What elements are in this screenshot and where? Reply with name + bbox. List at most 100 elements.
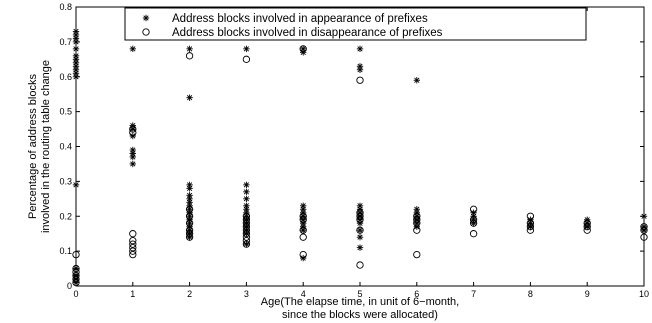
disappearance-point — [72, 250, 80, 259]
appearance-point — [356, 244, 364, 251]
x-tick-label: 8 — [528, 289, 533, 299]
disappearance-point — [242, 212, 251, 220]
appearance-point — [129, 153, 136, 161]
x-axis-label-line-2: since the blocks were allocated) — [282, 309, 438, 321]
disappearance-point — [299, 226, 307, 234]
disappearance-point — [242, 223, 251, 231]
appearance-point — [356, 45, 364, 53]
appearance-point — [356, 233, 364, 241]
disappearance-point — [469, 230, 478, 238]
y-tick-label: 0.5 — [59, 107, 72, 117]
appearance-point — [72, 45, 80, 53]
disappearance-point — [129, 128, 137, 137]
y-tick-label: 0.8 — [59, 2, 72, 12]
y-tick-label: 0.3 — [59, 176, 72, 186]
disappearance-point — [356, 212, 364, 220]
disappearance-point — [413, 216, 421, 224]
disappearance-point — [242, 216, 251, 224]
y-tick-label: 0.7 — [59, 37, 72, 47]
disappearance-point — [129, 240, 137, 248]
disappearance-point — [185, 52, 194, 60]
appearance-point — [243, 195, 250, 203]
disappearance-point — [469, 205, 478, 213]
disappearance-point — [413, 250, 421, 259]
appearance-point — [413, 77, 420, 84]
disappearance-point — [129, 250, 137, 259]
disappearance-point — [356, 216, 364, 224]
x-tick-label: 1 — [130, 289, 135, 299]
appearance-point — [243, 181, 250, 189]
disappearance-point — [72, 264, 80, 273]
y-tick-label: 0.2 — [59, 211, 72, 221]
disappearance-point — [185, 212, 194, 220]
disappearance-point — [583, 223, 591, 231]
y-tick-label: 0.1 — [59, 246, 72, 256]
legend-label-disappearance: Address blocks involved in disappearance… — [172, 27, 443, 39]
disappearance-point — [356, 76, 364, 84]
disappearance-point — [469, 216, 478, 224]
appearance-point — [186, 45, 193, 53]
disappearance-point — [413, 212, 421, 220]
x-tick-label: 9 — [585, 289, 590, 299]
disappearance-point — [72, 275, 80, 283]
x-tick-label: 2 — [187, 289, 192, 299]
y-tick-label: 0.6 — [59, 72, 72, 82]
disappearance-point — [129, 237, 137, 245]
disappearance-point — [299, 233, 307, 241]
disappearance-point — [242, 233, 251, 241]
disappearance-point — [469, 219, 478, 227]
appearance-point — [72, 181, 80, 189]
appearance-point — [186, 185, 193, 192]
disappearance-point — [526, 212, 535, 220]
legend-circle-icon — [142, 28, 150, 36]
disappearance-point — [526, 226, 535, 234]
disappearance-point — [640, 233, 648, 241]
disappearance-point — [526, 223, 535, 231]
disappearance-point — [185, 230, 194, 238]
x-axis-label-line-1: Age(The elapse time, in unit of 6−month, — [261, 296, 459, 308]
disappearance-point — [242, 219, 251, 227]
disappearance-point — [185, 219, 194, 227]
appearance-point — [186, 94, 193, 101]
x-tick-label: 10 — [639, 289, 649, 299]
appearance-point — [129, 45, 136, 53]
disappearance-point — [242, 230, 251, 238]
disappearance-point — [129, 243, 137, 252]
appearance-point — [72, 73, 80, 80]
disappearance-point — [299, 212, 307, 220]
disappearance-point — [72, 278, 80, 287]
disappearance-point — [356, 226, 364, 234]
appearance-point — [243, 188, 250, 196]
disappearance-point — [185, 233, 194, 241]
appearance-point — [640, 213, 648, 220]
x-tick-label: 0 — [73, 289, 78, 299]
disappearance-point — [72, 268, 80, 276]
legend-box — [124, 7, 587, 41]
legend-marker-disappearance — [142, 28, 150, 36]
disappearance-point — [526, 219, 535, 227]
appearance-point — [72, 38, 80, 46]
appearance-point — [300, 227, 307, 234]
legend: Address blocks involved in appearance of… — [124, 7, 587, 41]
disappearance-point — [242, 226, 251, 234]
disappearance-point — [129, 125, 137, 133]
disappearance-point — [242, 240, 251, 248]
legend-star-icon — [142, 14, 150, 22]
y-axis-label-line-1: Percentage of address blocks — [27, 74, 39, 219]
appearance-point — [243, 45, 250, 53]
legend-marker-appearance — [142, 14, 150, 22]
disappearance-point — [242, 237, 251, 245]
x-tick-label: 3 — [244, 289, 249, 299]
appearance-point — [356, 227, 364, 234]
appearance-point — [356, 66, 364, 73]
y-tick-label: 0 — [67, 281, 72, 291]
disappearance-point — [640, 226, 648, 234]
y-axis-label-line-2: involved in the routing table change — [40, 60, 52, 233]
disappearance-point — [356, 209, 364, 217]
disappearance-point — [299, 250, 307, 259]
disappearance-point — [583, 226, 591, 234]
disappearance-point — [72, 271, 80, 280]
appearance-point — [129, 160, 136, 168]
